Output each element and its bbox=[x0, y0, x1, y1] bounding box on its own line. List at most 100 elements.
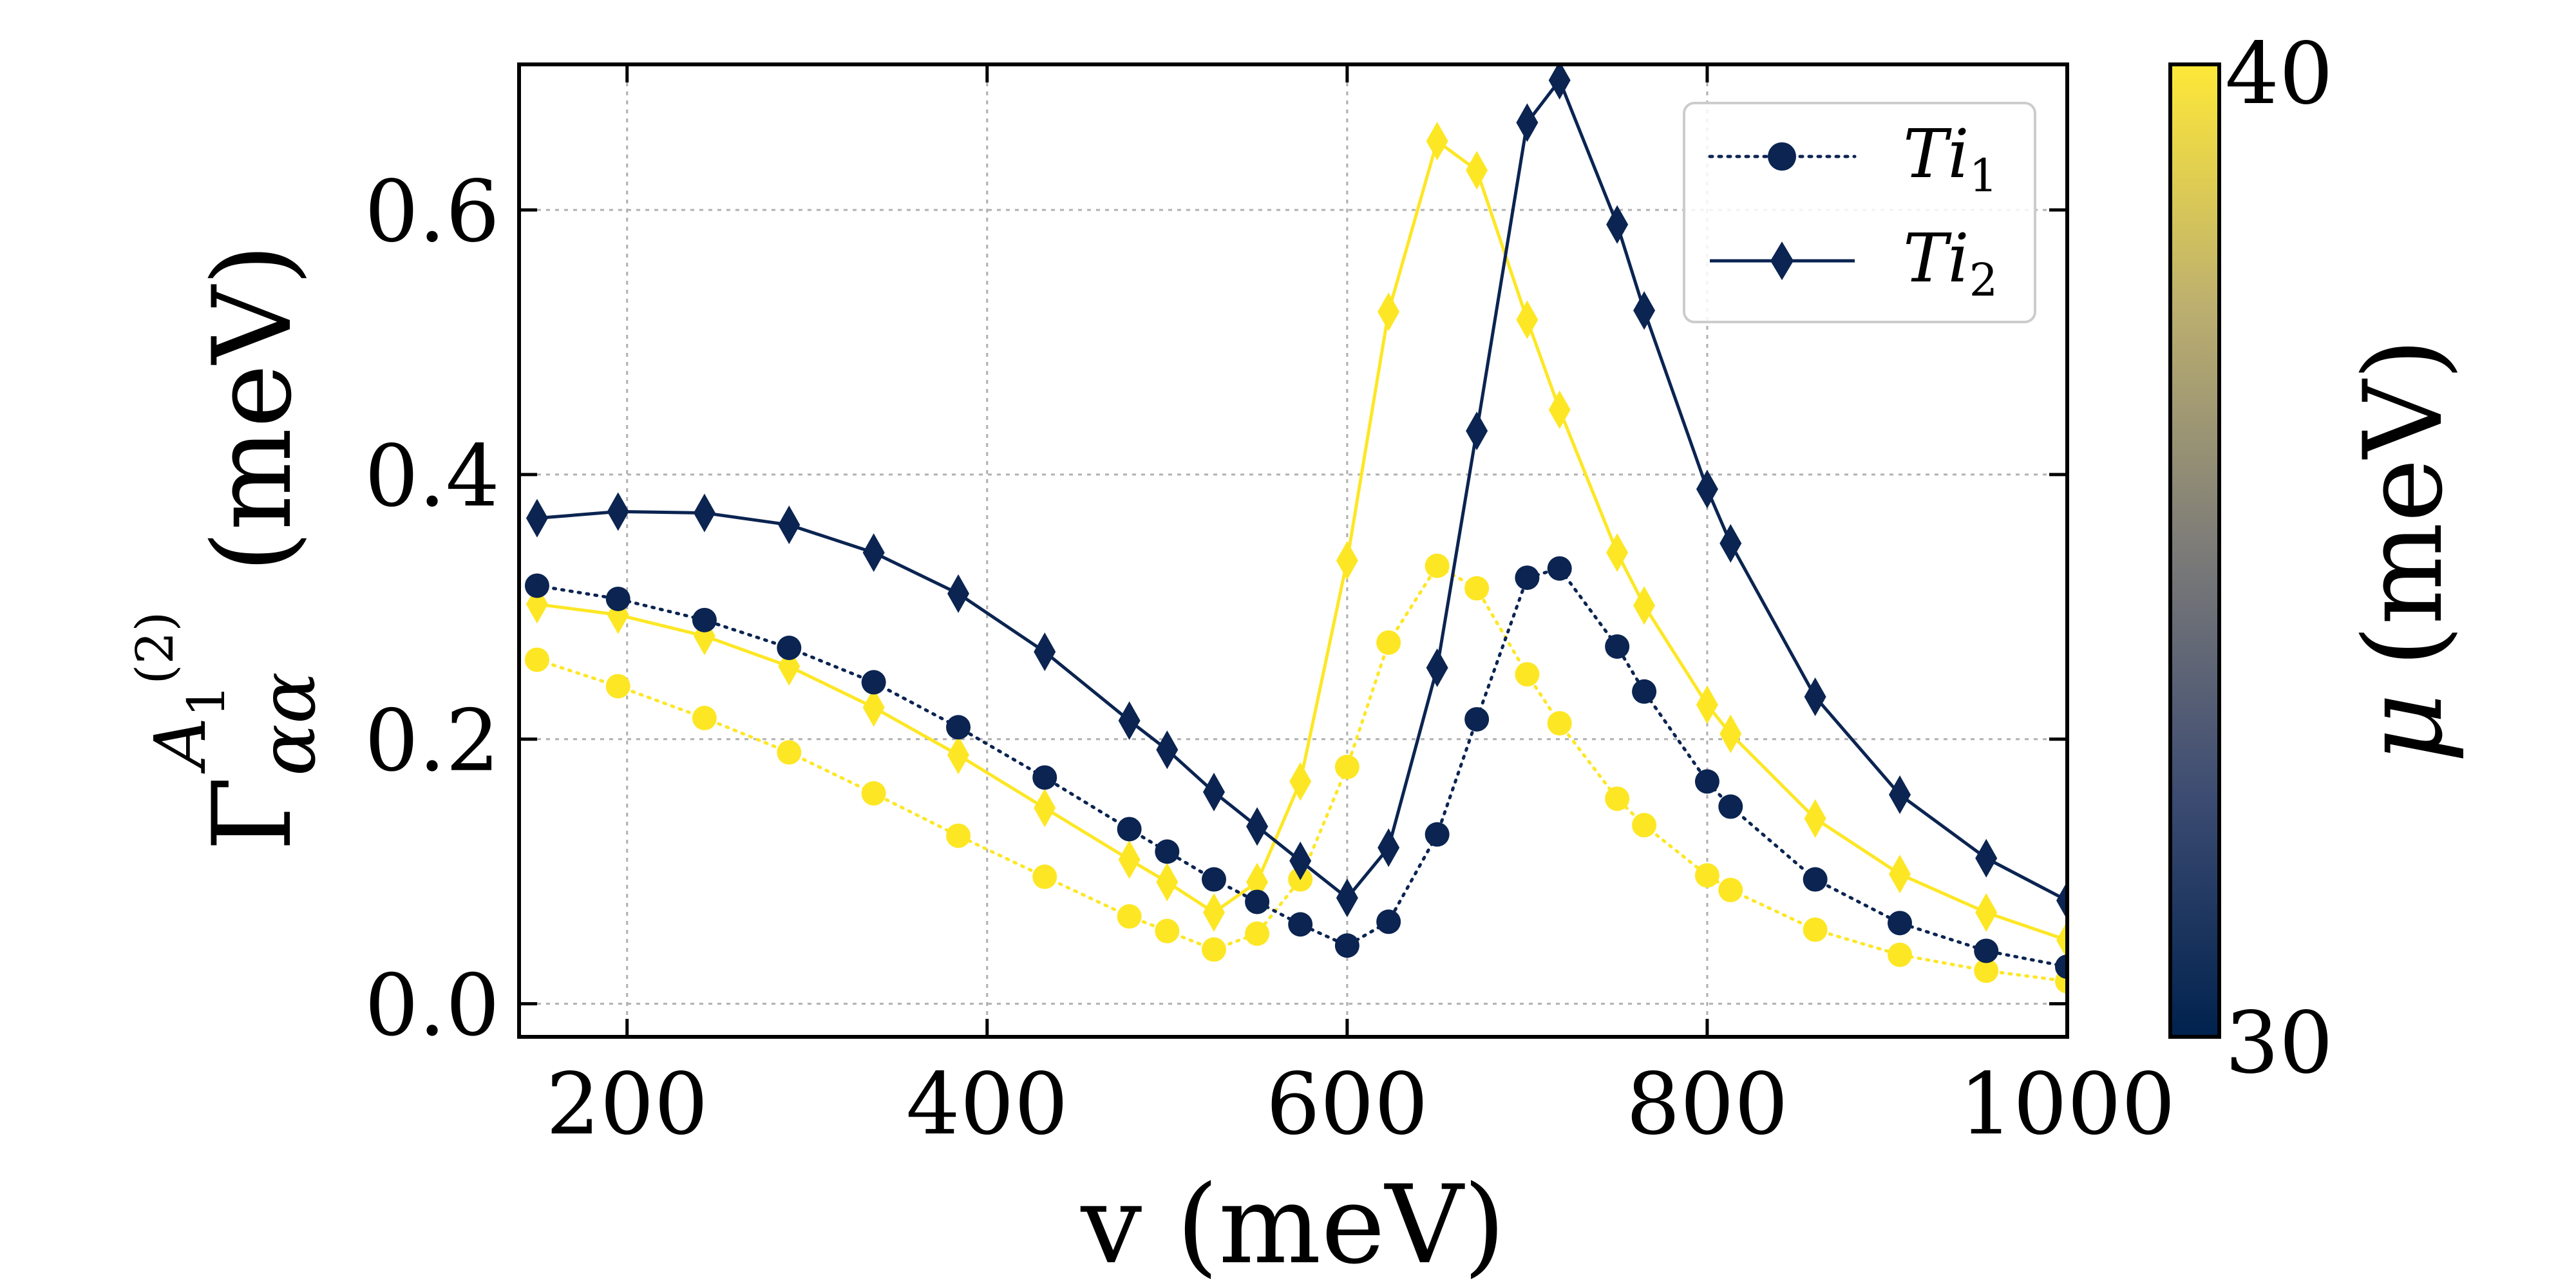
y-tick-label: 0.6 bbox=[365, 162, 500, 261]
data-point bbox=[777, 636, 802, 660]
data-point bbox=[1156, 862, 1179, 902]
data-point bbox=[1376, 630, 1401, 655]
data-point bbox=[1974, 958, 1999, 983]
data-point bbox=[524, 573, 549, 598]
data-point bbox=[1975, 838, 1998, 878]
data-point bbox=[1117, 817, 1142, 842]
data-point bbox=[1466, 412, 1488, 451]
data-point bbox=[1632, 679, 1657, 704]
data-point bbox=[1336, 878, 1358, 918]
data-point bbox=[692, 607, 717, 632]
x-tick-label: 600 bbox=[1266, 1055, 1428, 1154]
data-point bbox=[1889, 775, 1911, 815]
colorbar: 40 30 μ (meV) bbox=[2168, 24, 2467, 1093]
legend-marker-circle bbox=[1768, 142, 1796, 171]
svg-text:Ti2: Ti2 bbox=[1903, 219, 1998, 307]
data-point bbox=[1718, 794, 1743, 819]
data-point bbox=[2056, 881, 2067, 920]
data-point bbox=[1719, 524, 1742, 563]
data-point bbox=[1515, 662, 1540, 687]
data-point bbox=[1975, 893, 1998, 932]
legend-label-ti1: Ti bbox=[1903, 115, 1969, 193]
data-point bbox=[1034, 788, 1056, 828]
data-point bbox=[1696, 685, 1718, 724]
data-point bbox=[1515, 565, 1540, 591]
series-line bbox=[535, 564, 2067, 983]
colorbar-label-symbol: μ bbox=[2340, 693, 2467, 763]
data-point bbox=[1548, 390, 1571, 430]
data-point bbox=[2056, 921, 2067, 960]
y-label-sub: αα bbox=[243, 672, 333, 776]
colorbar-min-label: 30 bbox=[2225, 994, 2333, 1093]
y-label-super-sub: 1 bbox=[176, 685, 236, 717]
data-point bbox=[1288, 912, 1313, 937]
data-point bbox=[1516, 300, 1539, 339]
data-point bbox=[1516, 103, 1539, 142]
data-point bbox=[607, 492, 629, 531]
ticks: 200 400 600 800 1000 0.0 0.2 0.4 0.6 bbox=[365, 64, 2175, 1154]
data-point bbox=[1694, 863, 1719, 888]
colorbar-label-unit: (meV) bbox=[2340, 338, 2467, 667]
data-point bbox=[1888, 911, 1913, 936]
data-point bbox=[1804, 677, 1826, 717]
data-point bbox=[1032, 765, 1057, 790]
data-point bbox=[777, 740, 802, 765]
data-point bbox=[1202, 867, 1227, 892]
data-point bbox=[524, 647, 549, 672]
colorbar-gradient bbox=[2168, 62, 2221, 1039]
series-ti1-40 bbox=[524, 553, 2067, 994]
data-point bbox=[1378, 828, 1400, 867]
data-point bbox=[1803, 867, 1828, 892]
x-tick-label: 800 bbox=[1626, 1055, 1788, 1154]
x-tick-label: 200 bbox=[546, 1055, 708, 1154]
data-point bbox=[1203, 893, 1226, 932]
data-point bbox=[1548, 64, 1571, 100]
data-point bbox=[947, 574, 970, 613]
data-point bbox=[1155, 918, 1180, 943]
series-ti1-30 bbox=[524, 556, 2067, 980]
plot-frame bbox=[517, 62, 2069, 1039]
data-point bbox=[1203, 772, 1226, 811]
data-point bbox=[1694, 769, 1719, 794]
data-point bbox=[1118, 701, 1141, 740]
colorbar-max-label: 40 bbox=[2225, 24, 2333, 124]
data-point bbox=[946, 715, 971, 740]
data-point bbox=[692, 705, 717, 730]
data-point bbox=[1605, 634, 1630, 659]
data-point bbox=[861, 781, 886, 806]
data-point bbox=[1719, 714, 1742, 753]
data-point bbox=[1606, 533, 1629, 573]
data-point bbox=[1606, 205, 1629, 244]
legend-entry-ti2: Ti2 bbox=[1710, 219, 1998, 307]
data-point bbox=[1547, 711, 1572, 736]
x-tick-label: 400 bbox=[906, 1055, 1068, 1154]
y-label-main: Γ bbox=[189, 776, 316, 851]
data-point bbox=[605, 586, 630, 611]
data-point bbox=[1378, 292, 1400, 332]
series-layer bbox=[524, 64, 2067, 994]
data-point bbox=[1466, 151, 1488, 190]
data-point bbox=[1155, 839, 1180, 864]
data-point bbox=[2055, 954, 2067, 980]
data-point bbox=[1718, 877, 1743, 902]
data-point bbox=[1289, 762, 1312, 801]
series-ti2-30 bbox=[526, 64, 2067, 920]
legend-label-ti2: Ti bbox=[1903, 219, 1969, 298]
data-point bbox=[1289, 841, 1312, 880]
data-point bbox=[1633, 291, 1656, 330]
data-point bbox=[1334, 754, 1359, 779]
data-point bbox=[1202, 937, 1227, 962]
data-point bbox=[1804, 799, 1826, 838]
data-point bbox=[1974, 938, 1999, 963]
data-point bbox=[861, 670, 886, 695]
data-point bbox=[1633, 586, 1656, 625]
data-point bbox=[778, 647, 800, 686]
x-tick-label: 1000 bbox=[1959, 1055, 2175, 1154]
legend: Ti1 Ti2 bbox=[1683, 102, 2036, 323]
data-point bbox=[1888, 942, 1913, 967]
legend-label-ti2-sub: 2 bbox=[1969, 254, 1998, 307]
data-point bbox=[946, 823, 971, 848]
data-point bbox=[1605, 786, 1630, 811]
data-point bbox=[1632, 813, 1657, 838]
